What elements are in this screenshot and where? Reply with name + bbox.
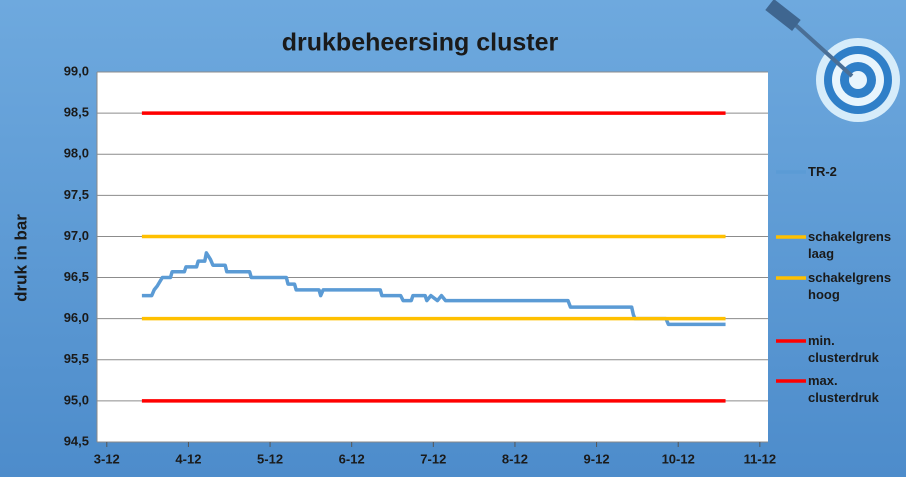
target-icon bbox=[765, 0, 900, 122]
chart-title: drukbeheersing cluster bbox=[282, 29, 559, 57]
y-tick-label: 98,0 bbox=[64, 146, 89, 161]
x-tick-label: 4-12 bbox=[175, 451, 201, 466]
y-tick-label: 97,0 bbox=[64, 228, 89, 243]
legend-label: TR-2 bbox=[808, 164, 837, 179]
y-tick-label: 98,5 bbox=[64, 105, 89, 120]
x-tick-label: 3-12 bbox=[94, 451, 120, 466]
y-tick-label: 95,5 bbox=[64, 351, 89, 366]
legend-label: schakelgrens laag bbox=[808, 229, 892, 261]
x-tick-label: 9-12 bbox=[584, 451, 610, 466]
legend-label: max. clusterdruk bbox=[808, 373, 879, 405]
x-tick-label: 5-12 bbox=[257, 451, 283, 466]
x-tick-label: 6-12 bbox=[339, 451, 365, 466]
y-tick-label: 96,0 bbox=[64, 310, 89, 325]
series-line bbox=[141, 251, 726, 327]
x-tick-label: 11-12 bbox=[744, 451, 777, 466]
x-tick-label: 10-12 bbox=[662, 451, 695, 466]
legend-label: min. clusterdruk bbox=[808, 333, 879, 365]
x-tick-label: 7-12 bbox=[420, 451, 446, 466]
y-tick-label: 97,5 bbox=[64, 187, 89, 202]
y-tick-label: 96,5 bbox=[64, 269, 89, 284]
y-tick-label: 94,5 bbox=[64, 433, 89, 448]
x-tick-label: 8-12 bbox=[502, 451, 528, 466]
plot-area bbox=[97, 72, 768, 442]
y-tick-label: 99,0 bbox=[64, 63, 89, 78]
y-tick-label: 95,0 bbox=[64, 392, 89, 407]
y-axis-label: druk in bar bbox=[11, 214, 30, 302]
legend-label: schakelgrens hoog bbox=[808, 270, 892, 302]
